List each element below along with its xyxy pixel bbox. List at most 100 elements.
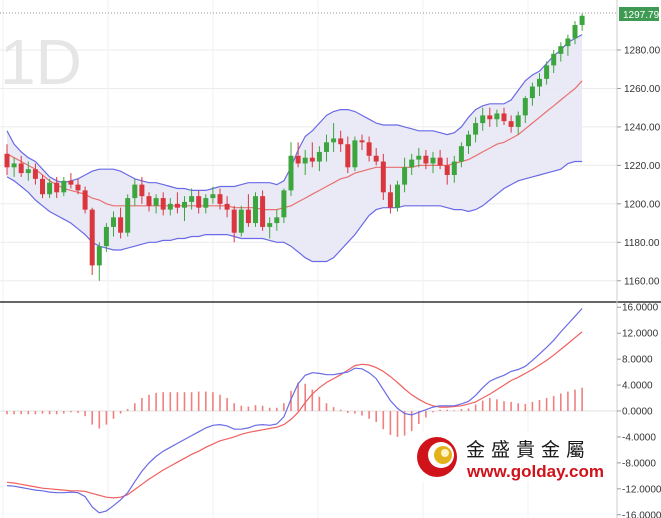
candle-body: [125, 198, 131, 233]
candle-body: [295, 155, 301, 164]
candle: [196, 190, 202, 214]
candle: [111, 211, 116, 237]
candle: [253, 192, 258, 227]
candle-body: [501, 113, 507, 122]
macd-histogram-bar: [112, 411, 115, 419]
candle: [238, 205, 244, 237]
candle-body: [139, 184, 145, 197]
candle-body: [281, 190, 287, 218]
macd-tick-label: -4.0000: [622, 432, 656, 443]
candle: [224, 196, 230, 218]
macd-histogram-bar: [20, 411, 22, 415]
candle: [529, 82, 535, 106]
candle: [40, 175, 45, 199]
candle-body: [324, 142, 329, 152]
macd-histogram-bar: [531, 401, 534, 411]
macd-histogram-bar: [574, 389, 576, 411]
candle: [302, 150, 308, 175]
candle-body: [217, 194, 223, 204]
candle-body: [331, 138, 337, 143]
candle: [217, 188, 223, 210]
candle: [537, 73, 542, 97]
macd-histogram-bar: [6, 411, 8, 415]
candle-body: [189, 196, 195, 202]
candle-body: [480, 115, 486, 124]
macd-histogram-bar: [474, 404, 477, 411]
macd-histogram-bar: [439, 409, 441, 411]
macd-histogram-bar: [134, 403, 136, 411]
candle: [430, 151, 436, 174]
candle-body: [288, 155, 294, 191]
macd-histogram-bar: [552, 396, 555, 411]
candle-body: [167, 203, 173, 210]
candle: [139, 176, 145, 204]
candle: [373, 148, 379, 166]
candle-body: [437, 157, 443, 166]
candle-body: [558, 46, 564, 54]
candle: [395, 180, 400, 212]
macd-histogram-bar: [538, 399, 541, 411]
candle: [4, 144, 10, 175]
price-tick-label: 1220.00: [624, 161, 661, 172]
macd-histogram-bar: [148, 394, 150, 411]
macd-histogram-bar: [247, 406, 250, 411]
macd-histogram-bar: [240, 405, 243, 411]
candle: [409, 153, 415, 175]
candle: [54, 176, 60, 199]
candle: [423, 150, 429, 170]
candle: [572, 21, 578, 45]
macd-tick-label: 8.0000: [622, 355, 653, 366]
logo-url: www.golday.com: [466, 462, 604, 481]
macd-histogram-bar: [425, 411, 427, 418]
candle-body: [359, 140, 365, 143]
candlestick-series: [4, 13, 585, 281]
macd-histogram-bar: [382, 411, 385, 430]
price-tick-label: 1200.00: [624, 199, 661, 210]
candle: [295, 142, 301, 168]
candle-body: [260, 196, 266, 227]
candle-body: [366, 142, 372, 156]
macd-histogram-bar: [347, 411, 349, 413]
candle: [387, 184, 393, 214]
macd-histogram-bar: [41, 411, 44, 414]
candle: [402, 157, 408, 193]
macd-histogram-bar: [119, 411, 122, 414]
candle: [274, 209, 280, 231]
macd-histogram-bar: [496, 399, 498, 411]
candle: [160, 192, 166, 216]
candle: [437, 150, 443, 170]
candle: [565, 34, 571, 56]
candle: [32, 163, 38, 185]
macd-signal-line: [6, 331, 583, 499]
candle-body: [430, 157, 436, 164]
candle: [288, 142, 294, 197]
bollinger-middle-line: [6, 80, 583, 211]
candle-body: [402, 167, 408, 185]
macd-histogram-bar: [389, 411, 392, 435]
candle-body: [544, 65, 550, 79]
candle-body: [18, 163, 24, 174]
candle: [366, 136, 372, 162]
candle-body: [409, 159, 415, 168]
macd-tick-label: 12.0000: [622, 329, 659, 340]
last-price-label: 1297.79: [623, 10, 660, 21]
candle: [551, 50, 557, 74]
price-axis: 1280.00 1260.00 1240.00 1220.00 1200.00 1180.…: [617, 46, 661, 518]
candle: [182, 196, 187, 222]
macd-histogram-bar: [581, 387, 583, 411]
macd-histogram-bar: [489, 398, 491, 411]
macd-histogram-bar: [375, 411, 377, 423]
candle-body: [274, 217, 280, 224]
candle-body: [380, 161, 386, 193]
candle-body: [253, 196, 258, 224]
macd-histogram-bar: [13, 411, 15, 415]
macd-tick-label: -16.0000: [622, 510, 661, 518]
candle-body: [61, 180, 67, 193]
candle-body: [352, 140, 358, 168]
macd-histogram-bar: [325, 403, 328, 411]
candle-body: [302, 157, 308, 164]
macd-histogram-bar: [481, 400, 484, 411]
macd-histogram-bar: [226, 398, 228, 411]
candle-body: [210, 194, 216, 199]
